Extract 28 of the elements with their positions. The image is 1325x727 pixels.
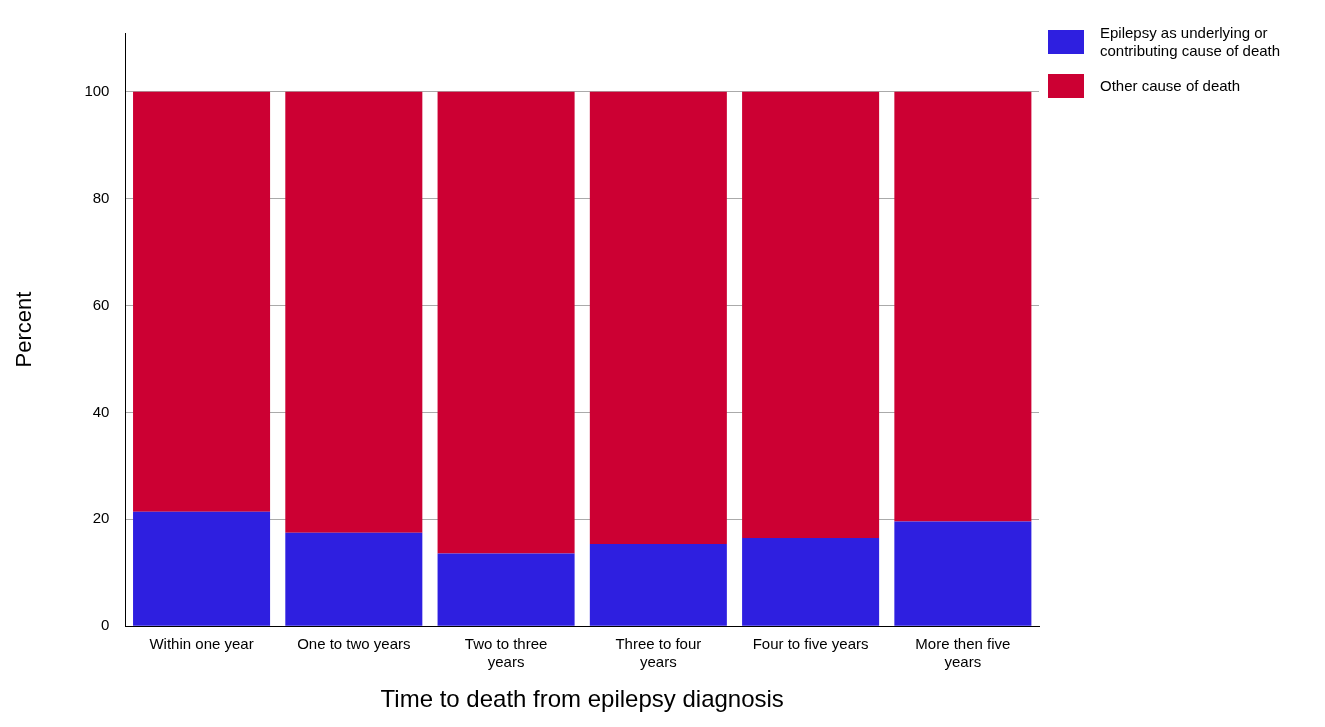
y-tick-label: 0	[101, 616, 110, 634]
x-tick-label: Two to three years	[464, 635, 548, 671]
bar	[589, 543, 727, 626]
x-tick-label: Three to four years	[615, 635, 702, 671]
y-tick-label: 60	[92, 295, 110, 313]
x-tick-label: Four to five years	[752, 635, 869, 653]
bar	[437, 553, 575, 626]
x-tick-label: One to two years	[297, 635, 411, 653]
bar	[894, 521, 1032, 626]
x-axis-title: Time to death from epilepsy diagnosis	[380, 685, 784, 713]
bar	[742, 538, 880, 626]
bar	[133, 91, 271, 512]
legend-label: Other cause of death	[1100, 77, 1241, 95]
y-tick-label: 20	[92, 509, 110, 527]
bar	[894, 91, 1032, 522]
bar	[285, 532, 423, 626]
y-axis-title: Percent	[11, 291, 37, 368]
bar	[742, 91, 880, 539]
bar	[589, 91, 727, 544]
bar	[285, 91, 423, 533]
bar	[133, 511, 271, 626]
y-tick-label: 80	[92, 188, 110, 206]
x-tick-label: Within one year	[149, 635, 254, 653]
legend-label: Epilepsy as underlying or contributing cause of death	[1100, 24, 1282, 60]
y-tick-label: 100	[84, 81, 110, 99]
y-tick-label: 40	[92, 402, 110, 420]
bar	[437, 91, 575, 554]
x-tick-label: More then five years	[915, 635, 1011, 671]
